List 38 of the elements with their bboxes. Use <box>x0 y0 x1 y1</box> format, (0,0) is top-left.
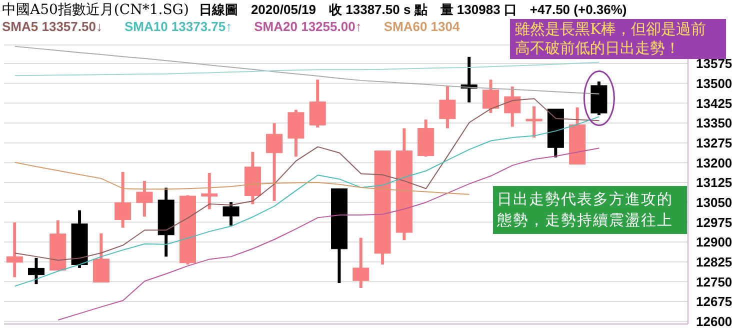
text: SMA10 13373.75↑ <box>124 19 232 34</box>
candlestick <box>222 202 240 226</box>
chart-title: 中國A50指數近月(CN*1.SG) <box>2 2 189 18</box>
y-tick-label: 12825 <box>696 254 732 270</box>
candlestick <box>114 172 132 228</box>
annotation: 雖然是長黑K棒，但卻是過前高不破前低的日出走勢！ <box>515 20 706 57</box>
line-series <box>14 162 470 195</box>
candlestick <box>92 233 110 282</box>
y-tick-label: 13275 <box>696 135 732 150</box>
y-tick-label: 12675 <box>696 294 732 310</box>
y-tick-label: 12900 <box>696 234 732 250</box>
candlestick <box>504 86 521 127</box>
candlestick <box>266 123 283 202</box>
candlestick <box>309 80 326 128</box>
y-tick-label: 12600 <box>696 314 732 328</box>
y-tick-label: 13125 <box>696 175 732 190</box>
y-tick-label: 12975 <box>696 214 732 230</box>
line-series <box>14 62 600 76</box>
y-tick-label: 13425 <box>696 96 732 111</box>
text: SMA5 13357.50↓ <box>2 19 102 34</box>
y-tick-label: 13575 <box>696 56 732 72</box>
annotation: 日出走勢代表多方進攻的態勢，走勢持續震盪往上 <box>493 186 687 234</box>
candlestick <box>526 106 542 138</box>
y-tick-label: 13200 <box>696 155 732 170</box>
chart-subtitle: 日線圖 2020/05/19 收 13387.50 s 點 量 130983 口 +47.50 (+0.36%) <box>198 2 627 17</box>
y-tick-label: 13050 <box>696 194 732 210</box>
candlestick <box>439 86 456 128</box>
candlestick <box>28 258 44 284</box>
y-tick-label: 12750 <box>696 274 732 290</box>
text: SMA20 13255.00↑ <box>254 19 362 34</box>
candlestick <box>6 222 23 278</box>
candlestick <box>482 80 499 113</box>
y-tick-label: 13350 <box>696 116 732 131</box>
candlestick <box>136 180 153 217</box>
text: SMA60 1304 <box>384 19 460 34</box>
candlestick <box>201 172 218 210</box>
candlestick <box>352 238 370 288</box>
y-tick-label: 13500 <box>696 76 732 91</box>
